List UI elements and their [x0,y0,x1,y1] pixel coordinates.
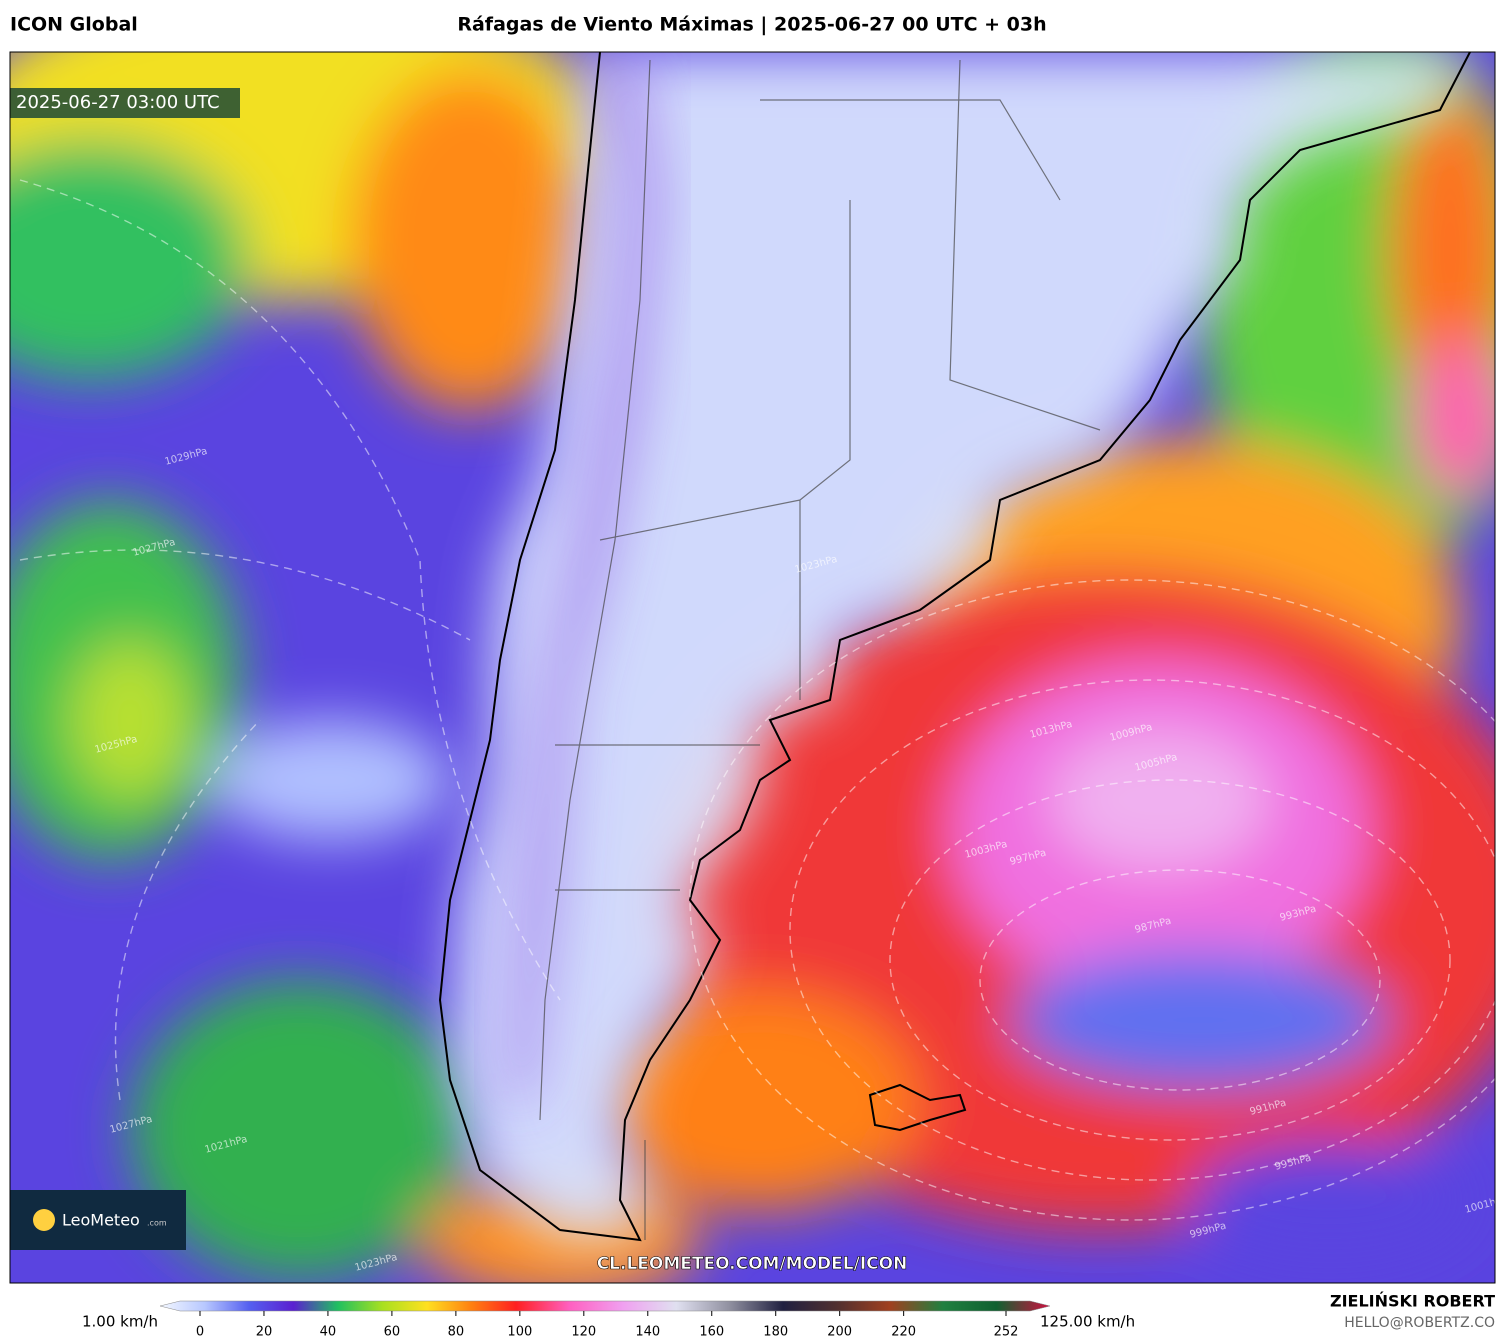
colorbar-tick-label: 120 [571,1325,596,1340]
colorbar-tick-label: 200 [827,1325,852,1340]
isobars [19,179,1495,1221]
colorbar-tick-label: 100 [507,1325,532,1340]
colorbar-gradient [159,1300,1051,1312]
colorbar: 1.00 km/h 125.00 km/h 0 20 40 60 80 100 120 140… [82,1300,1135,1340]
logo-sun [33,1209,55,1231]
colorbar-tick-label: 180 [763,1325,788,1340]
logo-name: LeoMeteo [62,1211,140,1230]
colorbar-tick-label: 60 [384,1325,401,1340]
title: Ráfagas de Viento Máximas | 2025-06-27 0… [457,14,1046,36]
colorbar-max-label: 125.00 km/h [1040,1313,1135,1331]
coastline [438,52,1471,1242]
colorbar-tick-label: 80 [448,1325,465,1340]
map: 1029hPa1027hPa1025hPa1027hPa1023hPa1021h… [10,52,1495,1283]
falklands [868,1083,967,1132]
colorbar-tick-label: 140 [635,1325,660,1340]
timestamp: 2025-06-27 03:00 UTC [16,92,220,113]
wind-field [10,52,1495,1283]
timestamp-box [10,88,240,118]
colorbar-tick-label: 0 [196,1325,204,1340]
map-frame [9,51,1496,1284]
colorbar-tick-label: 20 [256,1325,273,1340]
andes-gusts [505,60,660,1100]
colorbar-min-label: 1.00 km/h [82,1313,158,1331]
colorbar-tick-label: 220 [891,1325,916,1340]
logo-suffix: .com [147,1219,167,1228]
model-name: ICON Global [10,14,138,36]
colorbar-tick-label: 40 [320,1325,337,1340]
borders [539,59,1101,1240]
email: HELLO@ROBERTZ.CO [1344,1315,1495,1331]
colorbar-tick-label: 160 [699,1325,724,1340]
author: ZIELIŃSKI ROBERT [1330,1292,1495,1311]
land-calm [450,52,1470,1240]
colorbar-tick-label: 252 [994,1325,1019,1340]
watermark: CL.LEOMETEO.COM/MODEL/ICON [597,1254,908,1274]
